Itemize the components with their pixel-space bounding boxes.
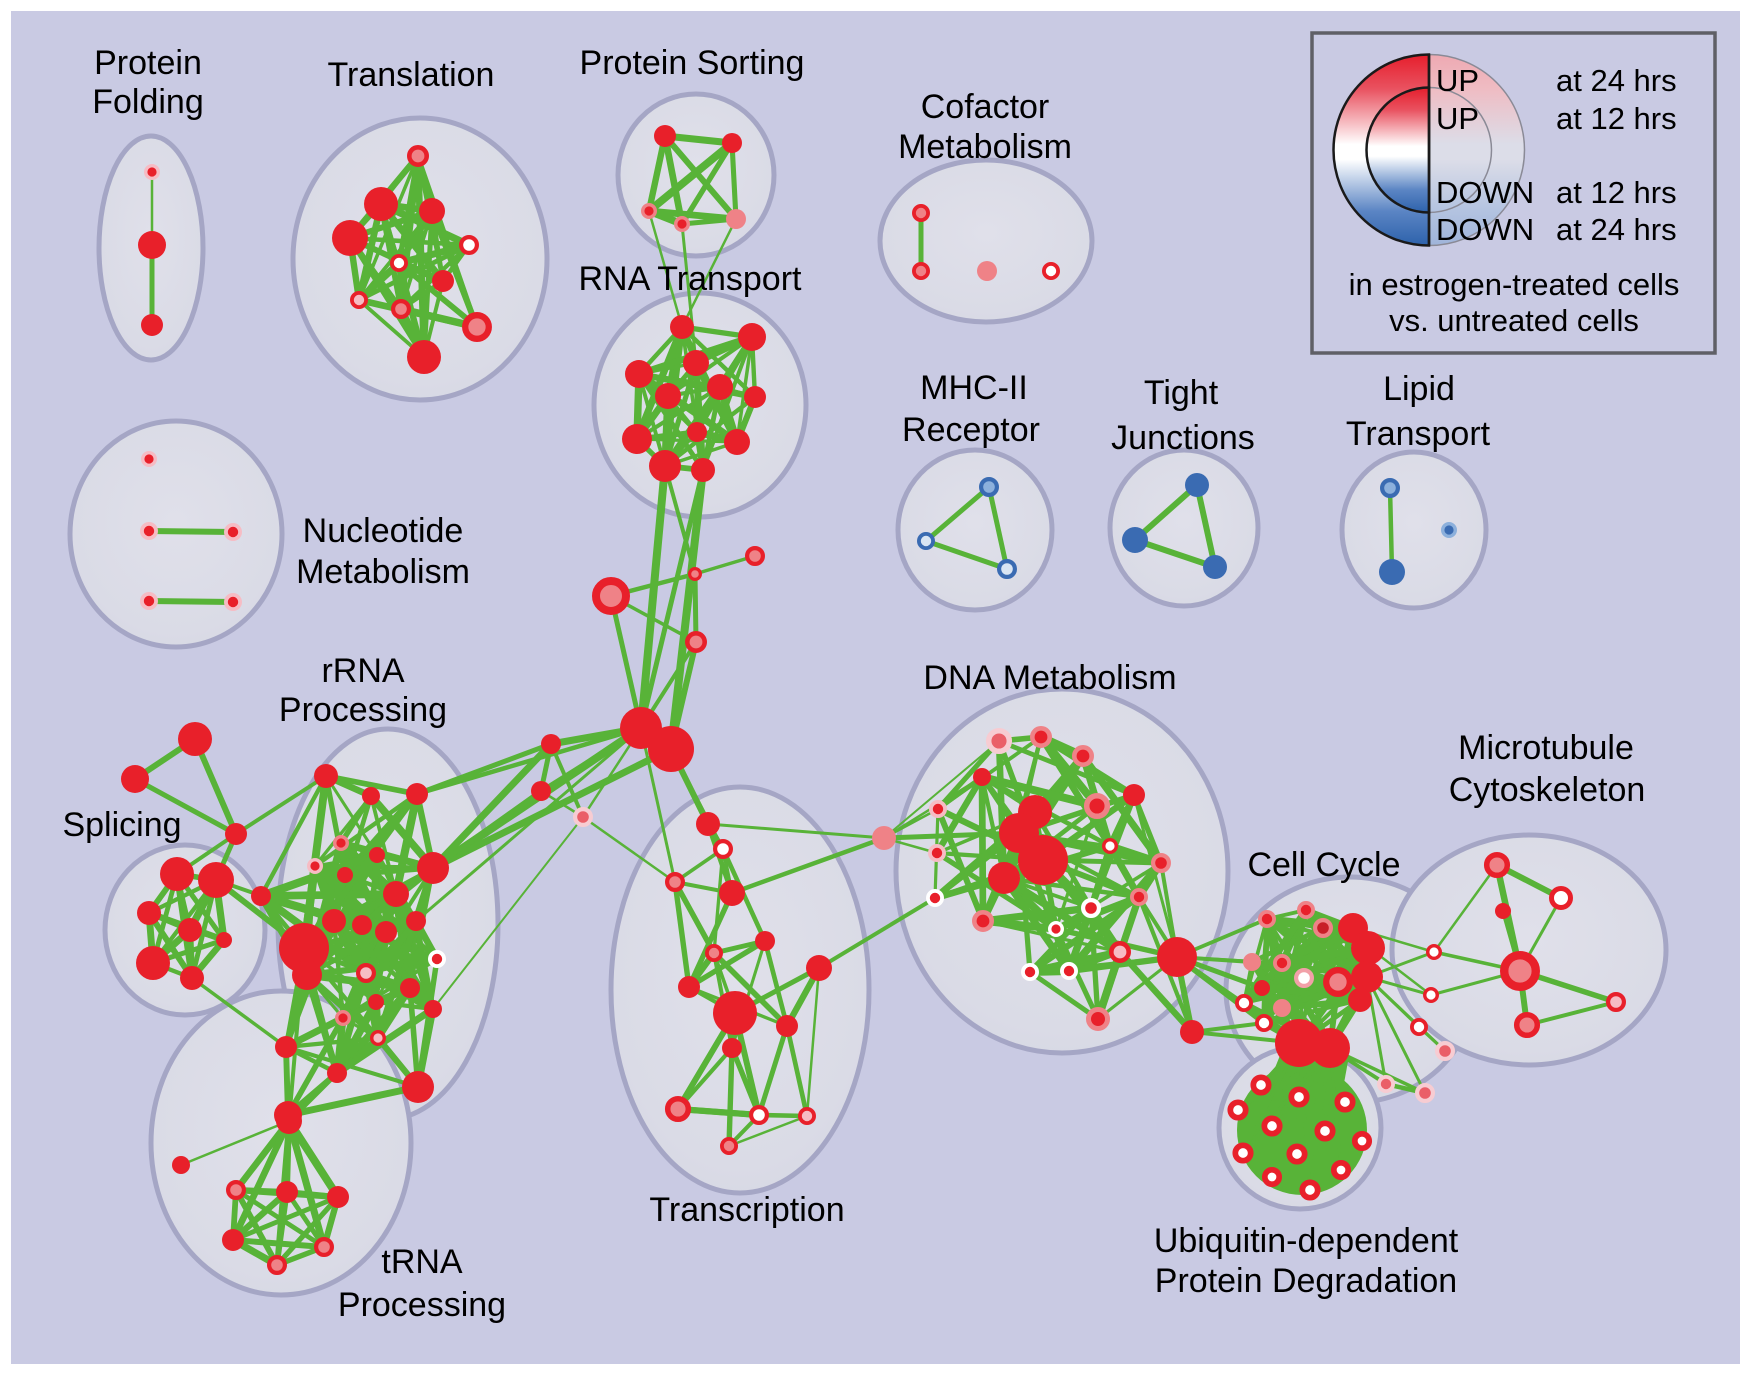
svg-text:Cytoskeleton: Cytoskeleton [1449,771,1646,809]
svg-text:Metabolism: Metabolism [296,553,470,591]
svg-text:Protein Degradation: Protein Degradation [1155,1262,1457,1300]
svg-text:Cell Cycle: Cell Cycle [1247,846,1400,884]
svg-text:Receptor: Receptor [902,411,1040,449]
svg-text:Nucleotide: Nucleotide [303,512,464,550]
svg-text:DNA Metabolism: DNA Metabolism [923,659,1176,697]
svg-text:Processing: Processing [338,1286,506,1324]
svg-text:Tight: Tight [1144,374,1219,412]
svg-text:Protein: Protein [94,44,202,82]
svg-text:at 24 hrs: at 24 hrs [1556,212,1677,247]
svg-text:at 12 hrs: at 12 hrs [1556,175,1677,210]
svg-text:vs. untreated cells: vs. untreated cells [1389,303,1639,338]
svg-text:Processing: Processing [279,691,447,729]
svg-text:MHC-II: MHC-II [920,369,1028,407]
svg-text:UP: UP [1436,101,1479,136]
svg-text:Protein Sorting: Protein Sorting [580,44,805,82]
svg-text:Transport: Transport [1346,415,1491,453]
svg-text:Ubiquitin-dependent: Ubiquitin-dependent [1154,1222,1459,1260]
svg-text:rRNA: rRNA [321,652,404,690]
svg-text:Folding: Folding [92,83,204,121]
svg-text:Microtubule: Microtubule [1458,729,1634,767]
svg-text:DOWN: DOWN [1436,175,1534,210]
svg-text:in estrogen-treated cells: in estrogen-treated cells [1349,267,1680,302]
svg-text:RNA Transport: RNA Transport [579,260,803,298]
svg-text:at 12 hrs: at 12 hrs [1556,101,1677,136]
svg-text:Translation: Translation [328,56,495,94]
svg-text:Transcription: Transcription [649,1191,844,1229]
svg-text:DOWN: DOWN [1436,212,1534,247]
svg-text:Cofactor: Cofactor [921,88,1050,126]
svg-text:Junctions: Junctions [1111,419,1255,457]
svg-text:Splicing: Splicing [62,806,181,844]
svg-text:Metabolism: Metabolism [898,128,1072,166]
svg-text:at 24 hrs: at 24 hrs [1556,63,1677,98]
svg-text:UP: UP [1436,63,1479,98]
svg-text:Lipid: Lipid [1383,370,1455,408]
svg-text:tRNA: tRNA [381,1243,463,1281]
